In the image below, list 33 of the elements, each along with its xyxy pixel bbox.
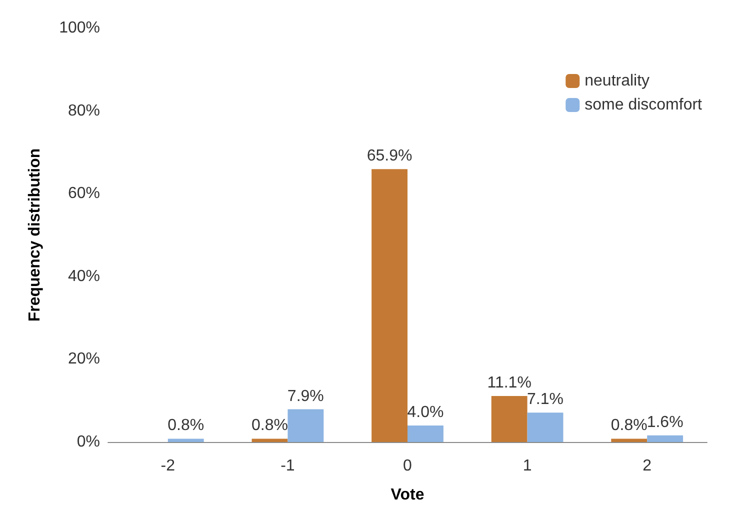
y-tick-label: 40% [68, 268, 100, 285]
x-tick-label: -1 [280, 458, 295, 474]
x-tick-label: 1 [522, 458, 532, 474]
data-label: 7.9% [287, 388, 324, 405]
legend-label: neutrality [584, 72, 650, 90]
legend-label: some discomfort [584, 96, 703, 114]
bar [491, 396, 528, 442]
y-tick-label: 80% [68, 102, 100, 120]
x-tick-label: 2 [642, 458, 652, 474]
bar [647, 435, 684, 442]
y-axis-title: Frequency distribution [26, 148, 44, 322]
data-label: 0.8% [251, 417, 288, 434]
x-axis-title: Vote [390, 486, 424, 504]
bar [372, 169, 408, 442]
bar [527, 412, 564, 442]
bar [288, 409, 324, 442]
y-tick-label: 100% [59, 20, 100, 36]
y-tick-label: 20% [68, 350, 100, 368]
y-tick-label: 0% [76, 434, 100, 450]
bar [168, 438, 204, 442]
bar [611, 438, 648, 442]
data-label: 1.6% [646, 414, 684, 431]
data-label: 7.1% [527, 391, 564, 408]
y-tick-label: 60% [68, 185, 100, 202]
data-label: 0.8% [168, 417, 204, 434]
x-tick-label: -2 [160, 458, 176, 474]
bar [408, 425, 444, 442]
data-label: 0.8% [610, 417, 648, 434]
data-label: 4.0% [407, 404, 444, 421]
data-label: 65.9% [366, 148, 412, 165]
bar [252, 438, 288, 442]
x-tick-label: 0 [403, 458, 412, 474]
data-label: 11.1% [487, 374, 532, 392]
